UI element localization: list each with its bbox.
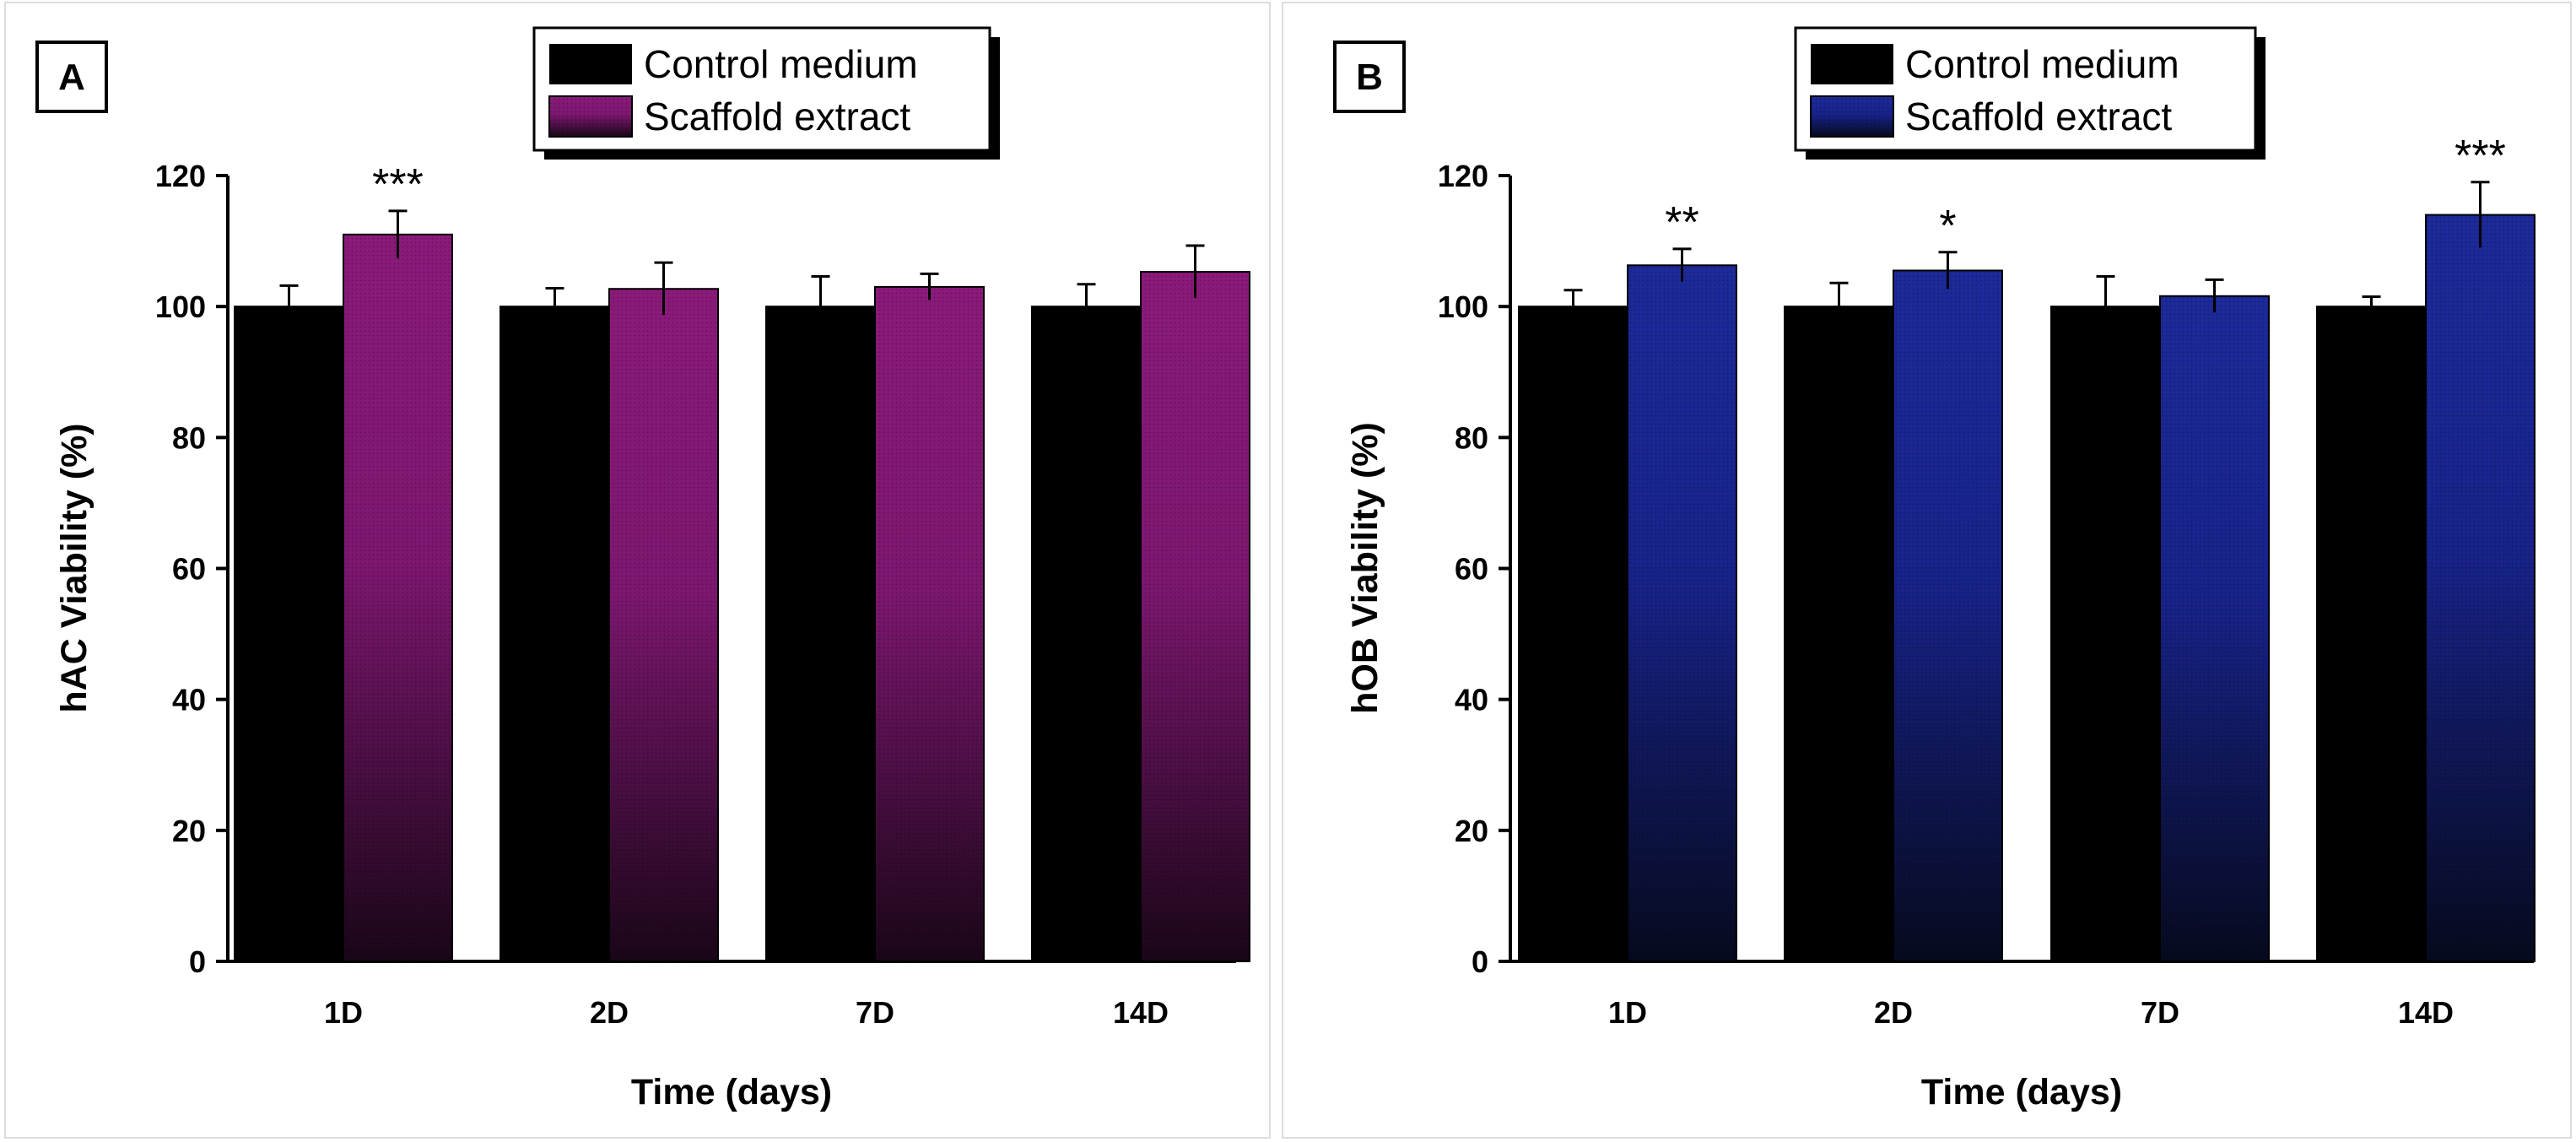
bars: ***	[234, 160, 1250, 962]
x-tick-label: 14D	[2398, 995, 2454, 1030]
legend-swatch-control	[549, 44, 632, 84]
x-tick-label: 2D	[1874, 995, 1913, 1030]
significance-label: **	[1665, 198, 1698, 247]
y-tick-label: 100	[155, 290, 206, 324]
bar-scaffold-texture-14D	[2426, 214, 2535, 962]
bar-control-1D	[1518, 306, 1628, 962]
x-ticks: 1D 2D 7D 14D	[1608, 995, 2454, 1030]
bar-control-2D	[1784, 306, 1894, 962]
bar-scaffold-texture-7D	[2160, 295, 2269, 962]
y-tick-label: 40	[1455, 683, 1488, 717]
significance-label: *	[1939, 202, 1956, 251]
bar-control-14D	[2316, 306, 2427, 962]
legend: Control medium Scaffold extract	[532, 26, 1000, 160]
legend-label-scaffold: Scaffold extract	[1905, 95, 2172, 138]
bar-control-7D	[765, 306, 876, 962]
significance-label: ***	[372, 160, 424, 209]
y-axis-title: hAC Viability (%)	[54, 423, 95, 712]
bar-scaffold-texture-2D	[609, 289, 718, 961]
bar-control-2D	[500, 306, 610, 962]
bar-scaffold-texture-14D	[1141, 272, 1250, 961]
x-tick-label: 1D	[324, 995, 363, 1030]
x-tick-label: 1D	[1608, 995, 1647, 1030]
y-ticks: 0 20 40 60 80 100 120	[155, 159, 228, 979]
panel-label: B	[1356, 57, 1383, 98]
bar-control-14D	[1031, 306, 1142, 962]
y-tick-label: 120	[1438, 159, 1488, 193]
y-tick-label: 0	[189, 944, 206, 979]
legend-swatch-scaffold-texture	[549, 96, 632, 137]
bars: ** ****	[1518, 132, 2535, 963]
legend-swatch-control	[1811, 44, 1893, 84]
y-tick-label: 80	[172, 420, 206, 455]
legend-swatch-scaffold-texture	[1811, 96, 1893, 137]
x-tick-label: 2D	[590, 995, 629, 1030]
y-tick-label: 100	[1438, 290, 1488, 324]
panel-label-frame	[1333, 41, 1406, 113]
y-tick-label: 20	[172, 814, 206, 848]
bar-scaffold-texture-1D	[1628, 265, 1736, 961]
legend-label-scaffold: Scaffold extract	[644, 95, 910, 138]
bar-control-7D	[2050, 306, 2161, 962]
y-axis-title: hOB Viability (%)	[1345, 422, 1385, 714]
x-axis-title: Time (days)	[631, 1072, 832, 1112]
bar-control-1D	[234, 306, 344, 962]
panel-label: A	[58, 57, 85, 98]
x-tick-label: 14D	[1113, 995, 1169, 1030]
panel-label-frame	[35, 41, 108, 113]
x-tick-label: 7D	[856, 995, 894, 1030]
x-tick-label: 7D	[2141, 995, 2179, 1030]
bar-scaffold-texture-7D	[875, 286, 984, 961]
y-tick-label: 60	[172, 552, 206, 587]
legend-label-control: Control medium	[1905, 42, 2179, 86]
y-tick-label: 120	[155, 159, 206, 193]
bar-scaffold-texture-2D	[1893, 270, 2002, 961]
panel-a: A Control medium Scaffold extract 0 20 40 6…	[4, 2, 1271, 1139]
x-axis-title: Time (days)	[1921, 1072, 2122, 1112]
panel-b: B Control medium Scaffold extract 0 20 40 6…	[1282, 2, 2572, 1139]
y-tick-label: 20	[1455, 814, 1488, 848]
legend-label-control: Control medium	[644, 42, 918, 86]
bar-scaffold-texture-1D	[343, 234, 452, 961]
y-ticks: 0 20 40 60 80 100 120	[1438, 159, 1510, 979]
x-ticks: 1D 2D 7D 14D	[324, 995, 1169, 1030]
panel-label-box: B	[1333, 41, 1406, 113]
y-tick-label: 0	[1472, 944, 1488, 979]
y-tick-label: 80	[1455, 420, 1488, 455]
legend: Control medium Scaffold extract	[1794, 26, 2265, 160]
panel-label-box: A	[35, 41, 108, 113]
y-tick-label: 40	[172, 683, 206, 717]
y-tick-label: 60	[1455, 552, 1488, 587]
significance-label: ***	[2454, 132, 2506, 181]
